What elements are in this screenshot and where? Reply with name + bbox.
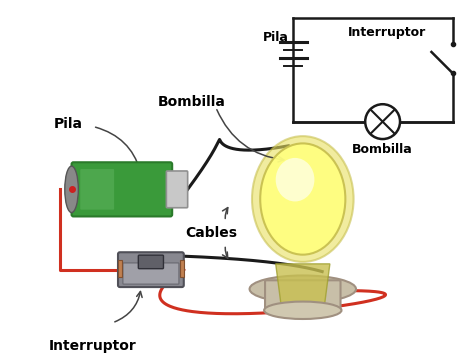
FancyBboxPatch shape xyxy=(80,169,114,210)
Ellipse shape xyxy=(260,143,346,255)
Bar xyxy=(118,260,122,277)
Bar xyxy=(180,260,184,277)
Text: Cables: Cables xyxy=(185,226,237,240)
FancyBboxPatch shape xyxy=(118,252,184,287)
Text: Bombilla: Bombilla xyxy=(352,143,413,156)
Ellipse shape xyxy=(252,136,354,262)
Text: Interruptor: Interruptor xyxy=(347,26,426,39)
Ellipse shape xyxy=(65,166,78,213)
Ellipse shape xyxy=(276,158,314,201)
Text: Bombilla: Bombilla xyxy=(157,94,226,109)
FancyBboxPatch shape xyxy=(123,263,179,284)
FancyBboxPatch shape xyxy=(72,162,172,217)
FancyBboxPatch shape xyxy=(265,280,340,311)
Circle shape xyxy=(365,104,400,139)
Text: Pila: Pila xyxy=(263,31,288,44)
Text: Interruptor: Interruptor xyxy=(49,339,137,353)
Ellipse shape xyxy=(250,275,356,302)
Text: Pila: Pila xyxy=(54,117,83,131)
FancyBboxPatch shape xyxy=(138,255,164,269)
FancyBboxPatch shape xyxy=(166,171,188,208)
Ellipse shape xyxy=(264,302,341,319)
Polygon shape xyxy=(276,264,330,308)
